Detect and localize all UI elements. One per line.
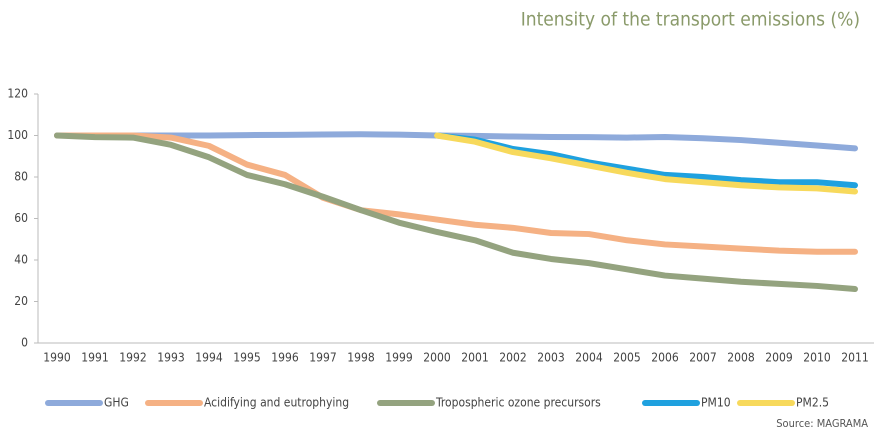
y-tick-label: 60	[14, 211, 28, 225]
y-tick-label: 100	[7, 128, 28, 142]
x-tick-label: 2009	[765, 351, 793, 365]
legend-label: GHG	[104, 396, 129, 410]
x-tick-label: 1990	[43, 351, 71, 365]
x-tick-label: 1998	[347, 351, 375, 365]
series-line	[54, 132, 858, 293]
x-tick-label: 2001	[461, 351, 488, 365]
y-tick-label: 120	[7, 87, 28, 101]
y-tick-label: 40	[14, 253, 28, 267]
x-tick-label: 2002	[499, 351, 526, 365]
series-line	[54, 132, 858, 255]
x-tick-label: 2005	[613, 351, 640, 365]
x-tick-label: 2004	[575, 351, 603, 365]
legend-label: Acidifying and eutrophying	[204, 396, 349, 410]
legend-label: Tropospheric ozone precursors	[435, 396, 601, 410]
x-tick-label: 1994	[195, 351, 223, 365]
chart-title: Intensity of the transport emissions (%)	[521, 9, 860, 31]
x-tick-label: 2008	[727, 351, 755, 365]
x-tick-label: 1995	[233, 351, 260, 365]
x-tick-label: 1992	[119, 351, 146, 365]
y-tick-label: 80	[14, 170, 28, 184]
x-tick-label: 2007	[689, 351, 716, 365]
x-tick-label: 2011	[841, 351, 868, 365]
x-tick-label: 2003	[537, 351, 564, 365]
y-tick-label: 0	[21, 336, 28, 350]
legend-label: PM10	[701, 396, 731, 410]
x-tick-label: 2006	[651, 351, 679, 365]
x-tick-label: 1996	[271, 351, 299, 365]
x-tick-label: 1993	[157, 351, 184, 365]
y-tick-label: 20	[14, 294, 28, 308]
x-tick-label: 1999	[385, 351, 413, 365]
legend-label: PM2.5	[796, 396, 829, 410]
source: Source: MAGRAMA	[776, 417, 868, 430]
x-tick-label: 2000	[423, 351, 451, 365]
x-tick-label: 2010	[803, 351, 831, 365]
x-tick-label: 1997	[309, 351, 336, 365]
x-tick-label: 1991	[81, 351, 108, 365]
series-line	[434, 132, 858, 195]
